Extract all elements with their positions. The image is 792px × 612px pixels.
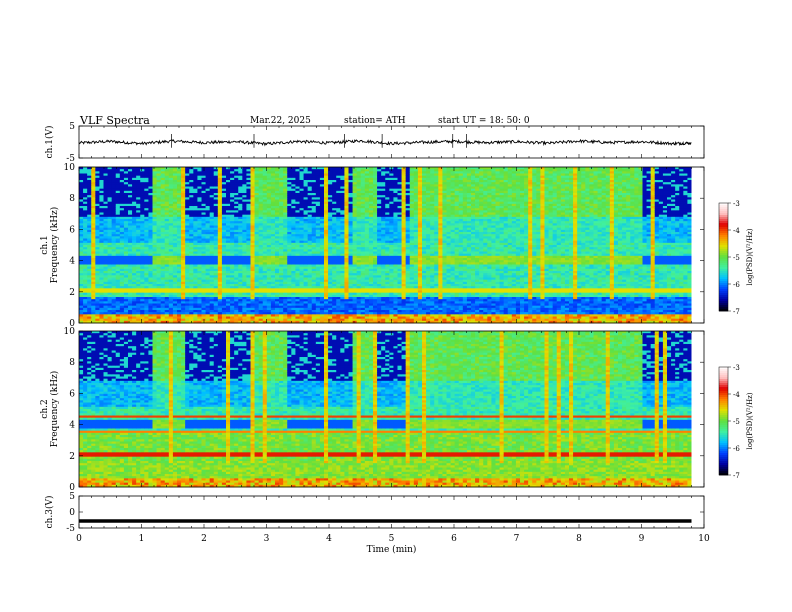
vlf-figure: VLF Spectra Mar.22, 2025 station= ATH st… — [0, 0, 792, 612]
station-label: station= ATH — [344, 116, 406, 126]
start-time-label: start UT = 18: 50: 0 — [438, 116, 530, 126]
ch1-trace — [79, 140, 691, 146]
ch1-waveform-panel: 5-5ch.1(V) — [44, 122, 704, 164]
figure-title: VLF Spectra — [79, 114, 150, 127]
ch1-waveform-ylabel: ch.1(V) — [44, 126, 55, 159]
ch1-y-tick-label: 5 — [69, 122, 75, 132]
date-label: Mar.22, 2025 — [250, 116, 311, 126]
